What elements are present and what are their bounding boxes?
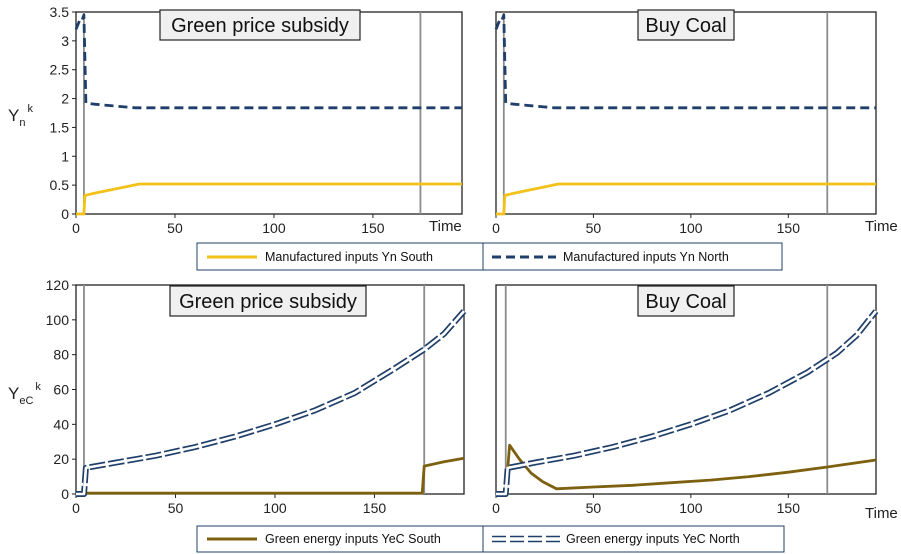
- y-tick-label: 120: [46, 277, 70, 293]
- panel-title-box: [169, 285, 367, 317]
- x-tick-label: 150: [777, 220, 801, 236]
- panel-title: Green price subsidy: [171, 15, 349, 37]
- bottom-y-label-main: Y: [8, 384, 19, 403]
- panel-title: Buy Coal: [645, 15, 726, 37]
- top-legend-border: [196, 242, 783, 271]
- north-series-line-outer: [496, 309, 879, 497]
- south-series-line: [496, 182, 876, 216]
- chart-panel-2: 0 50 100 150 Time Buy Coal: [492, 9, 898, 236]
- x-tick-label: 100: [679, 220, 703, 236]
- y-tick-label: 3.5: [50, 4, 70, 20]
- top-y-label-sup: k: [27, 103, 33, 115]
- top-legend-north-label: Manufactured inputs Yn North: [563, 250, 729, 264]
- y-tick-label: 1.5: [50, 119, 70, 135]
- panel-title: Buy Coal: [645, 291, 726, 313]
- x-tick-label: 150: [777, 500, 801, 516]
- y-tick-label: 100: [46, 312, 70, 328]
- bottom-legend-border: [196, 525, 785, 553]
- south-series-line: [496, 443, 877, 496]
- x-axis-label: Time: [865, 505, 898, 522]
- x-axis-label: Time: [865, 218, 898, 235]
- chart-panel-4: 0 50 100 150 Time Buy Coal: [492, 284, 898, 522]
- x-tick-label: 50: [168, 500, 184, 516]
- x-axis-label: Time: [429, 218, 462, 235]
- bottom-y-label-sup: k: [35, 381, 41, 393]
- y-tick-label: 3: [61, 33, 69, 49]
- y-tick-label: 0: [61, 486, 69, 502]
- bottom-legend-south-label: Green energy inputs YeC South: [265, 532, 441, 546]
- bottom-legend-north-label: Green energy inputs YeC North: [566, 532, 740, 546]
- bottom-y-label-sub: eC: [19, 395, 33, 407]
- plot-frame: [495, 284, 877, 495]
- x-tick-label: 0: [72, 220, 80, 236]
- south-series-line: [76, 182, 462, 216]
- x-tick-label: 50: [586, 500, 602, 516]
- x-tick-label: 100: [679, 500, 703, 516]
- y-tick-label: 80: [53, 347, 69, 363]
- bottom-y-axis-label: YeCk: [8, 381, 41, 407]
- chart-panel-3: 0 50 100 150 0 20 40 60 80 100 120 Green price subs…: [46, 277, 467, 516]
- x-tick-label: 100: [262, 220, 286, 236]
- south-series-line: [76, 456, 465, 495]
- panel-title-box: [159, 9, 361, 41]
- y-tick-label: 40: [53, 416, 69, 432]
- panel-title: Green price subsidy: [179, 291, 357, 313]
- north-series-line-inner-gap: [76, 310, 465, 496]
- y-tick-label: 20: [53, 451, 69, 467]
- top-legend-south-label: Manufactured inputs Yn South: [265, 250, 433, 264]
- x-tick-label: 150: [363, 500, 387, 516]
- bottom-legend: Green energy inputs YeC South Green ener…: [196, 525, 785, 553]
- x-tick-label: 0: [492, 220, 500, 236]
- bottom-legend-north-swatch: [492, 535, 560, 543]
- top-y-label-sub: n: [19, 117, 25, 129]
- x-tick-label: 50: [167, 220, 183, 236]
- top-y-label-main: Y: [8, 106, 19, 125]
- y-tick-label: 0: [61, 206, 69, 222]
- y-tick-label: 2.5: [50, 62, 70, 78]
- panel-title-box: [637, 285, 735, 317]
- north-series-line-outer: [76, 309, 467, 497]
- y-tick-label: 1: [61, 148, 69, 164]
- x-tick-label: 0: [492, 500, 500, 516]
- y-tick-label: 60: [53, 382, 69, 398]
- x-tick-label: 50: [586, 220, 602, 236]
- x-tick-label: 0: [72, 500, 80, 516]
- chart-panel-1: 0 50 100 150 0 0.5 1 1.5 2 2.5 3 3.5 Time Green price…: [50, 4, 463, 236]
- y-tick-label: 0.5: [50, 177, 70, 193]
- x-tick-label: 100: [263, 500, 287, 516]
- x-tick-label: 150: [361, 220, 385, 236]
- north-series-line-inner-gap: [496, 310, 878, 496]
- panel-title-box: [637, 9, 735, 41]
- top-legend: Manufactured inputs Yn South Manufacture…: [196, 242, 783, 271]
- top-y-axis-label: Ynk: [8, 103, 33, 129]
- y-tick-label: 2: [61, 91, 69, 107]
